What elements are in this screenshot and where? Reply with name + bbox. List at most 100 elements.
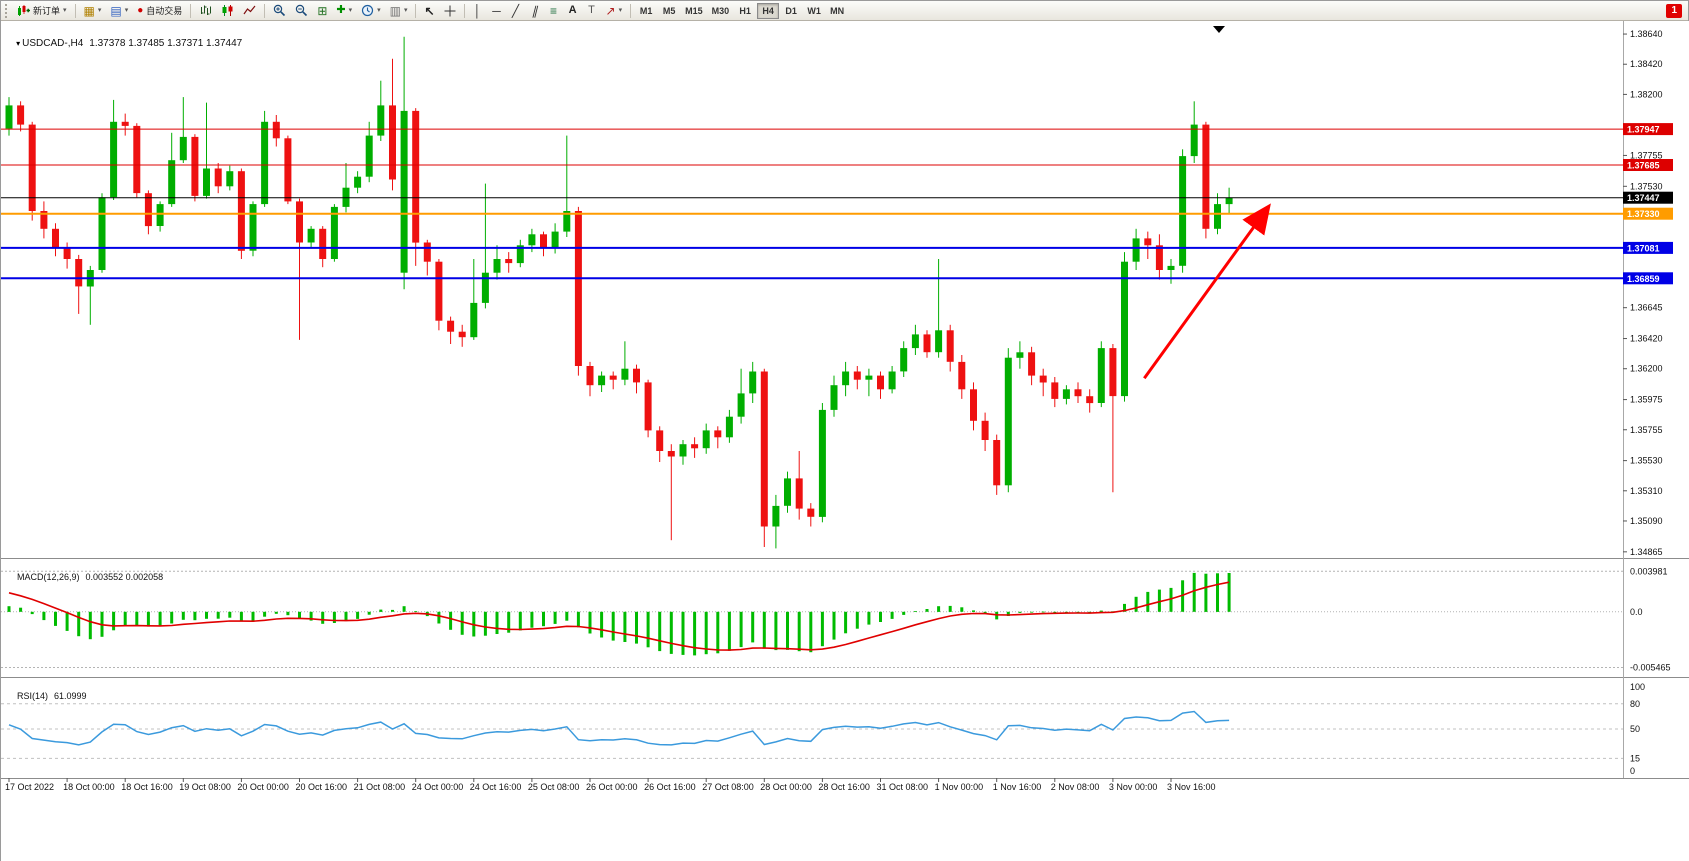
candle[interactable]	[679, 440, 687, 465]
candle[interactable]	[1109, 344, 1117, 493]
candle[interactable]	[1202, 121, 1210, 239]
candle[interactable]	[574, 206, 582, 376]
candle[interactable]	[377, 80, 385, 141]
candle[interactable]	[1097, 341, 1105, 408]
candle[interactable]	[168, 132, 176, 207]
timeframe-d1-button[interactable]: D1	[780, 3, 802, 19]
candle[interactable]	[307, 226, 315, 248]
candlestick-chart-button[interactable]	[217, 2, 238, 20]
candle[interactable]	[725, 409, 733, 443]
candle[interactable]	[272, 115, 280, 147]
notification-badge[interactable]: 1	[1666, 3, 1682, 18]
candle[interactable]	[319, 226, 327, 268]
trendline-button[interactable]: ╱	[507, 2, 525, 20]
candle[interactable]	[760, 368, 768, 547]
candle[interactable]	[505, 252, 513, 273]
periods-button[interactable]: ▾	[357, 2, 385, 20]
chart-dropdown-icon[interactable]: ▾	[16, 39, 21, 48]
candle[interactable]	[923, 330, 931, 358]
candle[interactable]	[900, 341, 908, 377]
new-order-button[interactable]: 新订单 ▾	[13, 2, 71, 20]
candle[interactable]	[179, 97, 187, 163]
candle[interactable]	[156, 201, 164, 232]
zoom-in-button[interactable]	[269, 2, 290, 20]
candle[interactable]	[86, 265, 94, 325]
candle[interactable]	[516, 239, 524, 268]
candle[interactable]	[737, 368, 745, 424]
timeframe-m30-button[interactable]: M30	[708, 3, 734, 19]
candle[interactable]	[911, 324, 919, 355]
timeframe-h1-button[interactable]: H1	[734, 3, 756, 19]
candle[interactable]	[946, 324, 954, 372]
candle[interactable]	[1016, 341, 1024, 369]
candle[interactable]	[1144, 231, 1152, 259]
trend-arrow[interactable]	[1143, 203, 1271, 380]
chart-shift-marker[interactable]	[1213, 26, 1225, 33]
line-chart-button[interactable]	[239, 2, 260, 20]
candle[interactable]	[458, 324, 466, 347]
candle[interactable]	[1225, 187, 1233, 214]
channel-button[interactable]: ∥	[526, 2, 544, 20]
candle[interactable]	[935, 259, 943, 358]
candle[interactable]	[121, 113, 129, 136]
candle[interactable]	[540, 231, 547, 257]
candle[interactable]	[1155, 234, 1163, 280]
candle[interactable]	[435, 259, 443, 331]
candle[interactable]	[191, 134, 199, 202]
timeframe-h4-button[interactable]: H4	[757, 2, 780, 19]
candle[interactable]	[1028, 346, 1036, 386]
candle[interactable]	[1179, 149, 1187, 273]
candle[interactable]	[412, 108, 420, 266]
candles-group[interactable]	[5, 36, 1233, 549]
zoom-out-button[interactable]	[291, 2, 312, 20]
arrows-button[interactable]: ↗ ▾	[602, 2, 627, 20]
candle[interactable]	[203, 102, 210, 199]
candle[interactable]	[342, 163, 350, 213]
candle[interactable]	[52, 223, 59, 257]
new-chart-button[interactable]: ▦ ▾	[80, 2, 106, 20]
timeframe-m15-button[interactable]: M15	[681, 3, 707, 19]
candle[interactable]	[877, 371, 884, 399]
candle[interactable]	[1062, 385, 1070, 405]
candle[interactable]	[702, 423, 710, 454]
candle[interactable]	[598, 371, 606, 393]
candle[interactable]	[63, 242, 71, 269]
candle[interactable]	[365, 121, 373, 183]
candle[interactable]	[1051, 377, 1059, 408]
candle[interactable]	[133, 123, 141, 198]
candle[interactable]	[749, 361, 757, 403]
candle[interactable]	[830, 375, 838, 417]
candle[interactable]	[784, 471, 791, 513]
timeframe-mn-button[interactable]: MN	[826, 3, 848, 19]
tile-windows-button[interactable]: ⊞	[313, 2, 331, 20]
candle[interactable]	[17, 101, 25, 132]
candle[interactable]	[1086, 389, 1094, 413]
bar-chart-button[interactable]	[195, 2, 216, 20]
candle[interactable]	[842, 361, 850, 397]
candle[interactable]	[691, 437, 699, 458]
candle[interactable]	[586, 361, 594, 397]
horizontal-line-button[interactable]: ─	[488, 2, 506, 20]
candle[interactable]	[609, 371, 617, 390]
auto-trading-button[interactable]: ● 自动交易	[133, 2, 186, 20]
candle[interactable]	[110, 99, 118, 200]
candle[interactable]	[970, 382, 977, 431]
candle[interactable]	[795, 451, 803, 520]
candle[interactable]	[993, 434, 1001, 495]
candle[interactable]	[1167, 259, 1175, 284]
timeframe-m1-button[interactable]: M1	[635, 3, 657, 19]
candle[interactable]	[807, 503, 815, 527]
candle[interactable]	[261, 110, 269, 207]
candle[interactable]	[400, 36, 408, 290]
candle[interactable]	[551, 223, 559, 254]
candle[interactable]	[75, 254, 83, 314]
candle[interactable]	[226, 165, 234, 191]
candle[interactable]	[28, 121, 36, 221]
candle[interactable]	[470, 259, 478, 340]
candle[interactable]	[981, 412, 989, 451]
candle[interactable]	[1074, 382, 1082, 403]
candle[interactable]	[98, 193, 106, 273]
candle[interactable]	[1004, 348, 1012, 493]
candle[interactable]	[656, 426, 664, 462]
indicators-button[interactable]: ✚ ▾	[332, 2, 356, 20]
